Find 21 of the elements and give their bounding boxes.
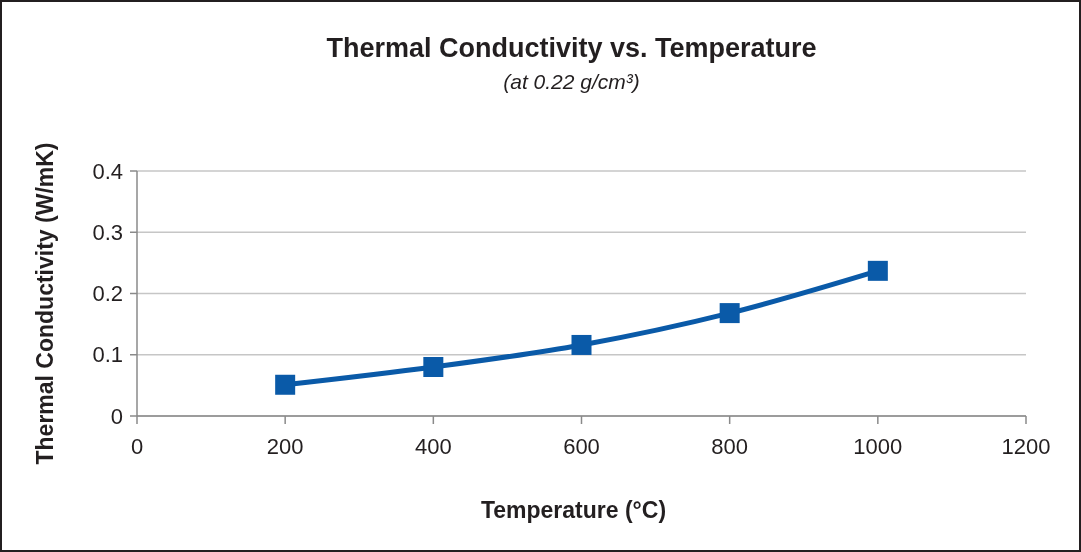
y-tick-label: 0.2 (92, 281, 123, 307)
x-tick-label: 1200 (1001, 434, 1051, 459)
point (867, 260, 888, 281)
y-tick-label: 0 (110, 403, 123, 429)
x-tick-label: 600 (563, 434, 600, 459)
x-tick-label: 0 (130, 434, 144, 459)
y-axis-title: Thermal Conductivity (W/mK) (32, 142, 58, 465)
chart-title: Thermal Conductivity vs. Temperature (326, 33, 817, 63)
y-tick-label: 0.4 (92, 158, 123, 184)
y-tick-label: 0.1 (92, 342, 123, 368)
point (571, 334, 592, 355)
x-tick-label: 200 (266, 434, 304, 459)
x-axis-title: Temperature (°C) (480, 497, 667, 523)
y-tick-label: 0.3 (92, 219, 123, 245)
point (719, 303, 740, 324)
point (423, 357, 444, 377)
point (275, 374, 296, 395)
chart-subtitle: (at 0.22 g/cm³) (503, 70, 640, 93)
x-tick-label: 1000 (853, 434, 903, 459)
x-tick-label: 400 (414, 434, 452, 459)
x-tick-label: 800 (711, 434, 749, 459)
